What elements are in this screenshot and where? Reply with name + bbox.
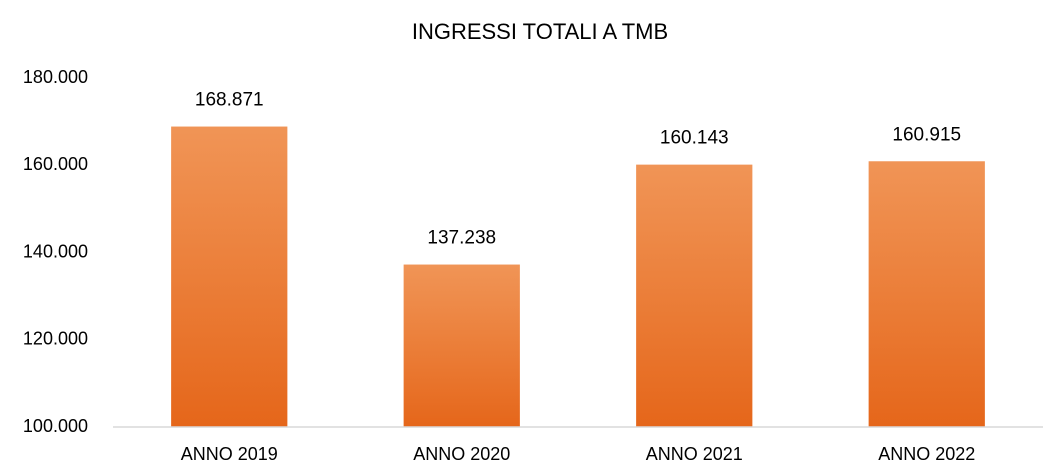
x-tick-label: ANNO 2020 (413, 444, 510, 464)
bar (403, 264, 520, 427)
x-tick-label: ANNO 2019 (181, 444, 278, 464)
y-tick-label: 100.000 (23, 416, 88, 436)
y-tick-label: 140.000 (23, 241, 88, 261)
bar (868, 161, 985, 428)
value-label: 168.871 (195, 90, 264, 111)
y-tick-label: 160.000 (23, 154, 88, 174)
x-tick-label: ANNO 2021 (646, 444, 743, 464)
value-label: 160.143 (660, 128, 729, 149)
x-tick-label: ANNO 2022 (878, 444, 975, 464)
y-tick-label: 180.000 (23, 67, 88, 87)
bar (636, 164, 753, 427)
chart-title: INGRESSI TOTALI A TMB (412, 19, 668, 44)
bar (171, 126, 288, 427)
value-label: 137.238 (427, 228, 496, 249)
value-label: 160.915 (892, 124, 961, 145)
y-tick-label: 120.000 (23, 329, 88, 349)
